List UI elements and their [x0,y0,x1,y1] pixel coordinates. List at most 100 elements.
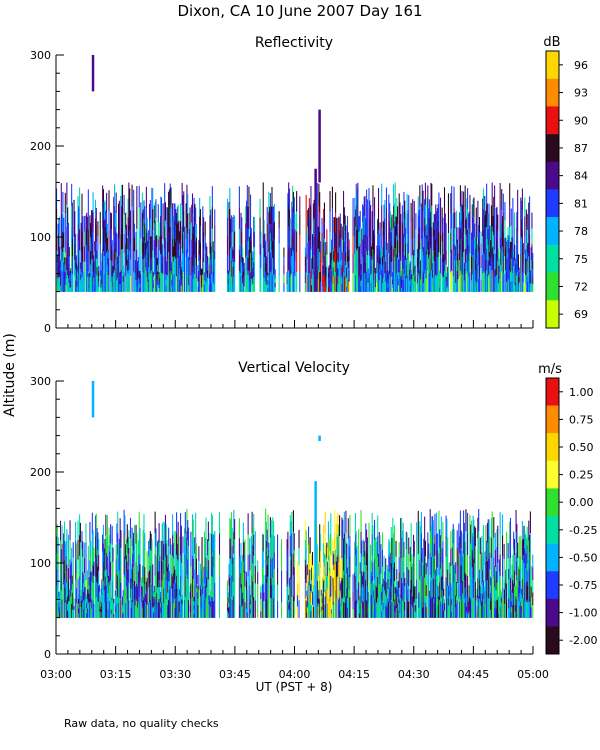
echo-cell [447,266,449,273]
echo-cell [149,273,151,292]
echo-cell [60,183,62,206]
echo-cell [190,600,192,618]
echo-cell [191,222,193,240]
echo-cell [308,601,310,618]
echo-cell [394,204,396,227]
echo-cell [326,279,328,292]
echo-cell [404,236,406,256]
echo-cell [474,237,476,252]
echo-cell [249,252,252,273]
echo-cell [469,194,471,215]
echo-cell [265,284,267,292]
echo-cell [247,274,249,292]
echo-cell [386,575,388,587]
echo-cell [239,272,241,283]
echo-cell [106,212,108,233]
echo-cell [454,607,456,618]
echo-cell [90,586,92,603]
echo-cell [101,276,103,285]
echo-cell [468,591,470,599]
echo-cell [387,278,389,284]
echo-cell [156,541,159,558]
echo-cell [122,281,124,287]
echo-cell [209,583,211,601]
echo-cell [404,577,406,587]
echo-cell [463,574,465,597]
echo-cell [346,558,348,574]
echo-cell [379,584,381,602]
echo-cell [509,183,511,206]
echo-cell [338,525,340,544]
echo-cell [433,260,435,277]
echo-cell [226,235,229,255]
echo-cell [91,242,93,260]
echo-cell [291,201,293,220]
echo-cell [387,274,389,280]
echo-cell [450,565,452,584]
echo-cell [397,257,399,275]
echo-cell [127,272,129,292]
echo-cell [70,575,72,586]
echo-cell [82,602,84,618]
echo-cell [98,570,100,587]
echo-cell [477,218,479,238]
echo-cell [400,244,402,261]
echo-cell [211,246,213,256]
echo-cell [156,264,159,272]
echo-cell [260,592,262,599]
echo-cell [170,229,172,251]
echo-cell [385,271,387,282]
echo-cell [311,268,314,281]
echo-cell [400,518,402,539]
echo-cell [141,212,143,233]
echo-cell [134,598,136,606]
echo-cell [401,597,403,618]
echo-cell [240,212,242,229]
echo-cell [129,537,132,559]
echo-cell [328,275,330,282]
echo-cell [94,536,97,557]
echo-cell [156,556,158,569]
echo-cell [119,538,121,559]
echo-cell [393,533,395,551]
echo-cell [60,562,62,577]
echo-cell [85,579,87,600]
echo-cell [442,560,444,580]
echo-cell [355,183,357,206]
echo-cell [247,534,249,556]
echo-cell [292,231,294,253]
echo-cell [453,564,455,583]
echo-cell [414,286,416,292]
echo-cell [148,571,150,588]
echo-cell [343,251,345,272]
echo-cell [379,568,381,585]
echo-cell [467,229,469,246]
echo-cell [115,212,117,233]
echo-cell [402,541,404,561]
echo-cell [443,603,445,611]
echo-cell [152,270,154,292]
echo-cell [238,518,240,539]
echo-cell [483,196,485,216]
echo-cell [413,602,415,618]
echo-cell [431,577,433,598]
echo-cell [368,579,370,599]
echo-cell [139,270,141,276]
echo-cell [149,538,151,555]
echo-cell [245,223,247,241]
echo-cell [174,569,176,580]
echo-cell [105,275,107,292]
echo-cell [207,277,209,285]
echo-cell [305,214,307,234]
echo-cell [299,215,301,235]
echo-cell [511,237,513,249]
echo-cell [104,538,106,556]
echo-cell [470,580,472,600]
echo-cell [124,536,126,557]
echo-cell [203,217,205,233]
echo-cell [432,559,434,579]
echo-cell [388,601,390,618]
echo-cell [372,227,374,250]
echo-cell [432,236,434,251]
echo-cell [414,265,416,272]
